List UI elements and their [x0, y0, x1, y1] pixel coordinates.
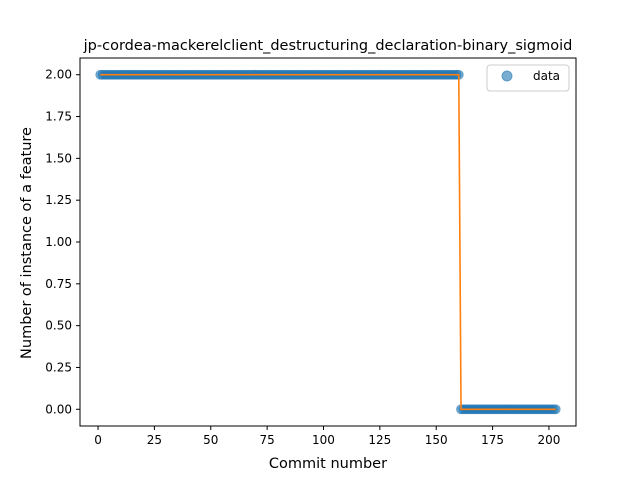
x-tick-label: 0 — [94, 433, 102, 447]
y-axis-label: Number of instance of a feature — [19, 127, 35, 359]
legend: data — [486, 64, 570, 92]
x-tick-label: 50 — [203, 433, 218, 447]
y-tick-label: 1.50 — [45, 151, 72, 165]
x-tick-label: 175 — [481, 433, 504, 447]
x-tick-label: 25 — [147, 433, 162, 447]
x-tick-label: 75 — [259, 433, 274, 447]
x-tick-label: 125 — [368, 433, 391, 447]
x-tick-label: 200 — [537, 433, 560, 447]
legend-marker — [501, 70, 513, 82]
y-tick-label: 1.00 — [45, 235, 72, 249]
fit-line — [100, 73, 556, 411]
y-tick-label: 1.25 — [45, 193, 72, 207]
plot-area: 0 25 50 75 100 125 150 175 200 0.00 0.25 0.50 0.75 1.… — [45, 57, 577, 447]
y-tick-label: 0.75 — [45, 277, 72, 291]
y-tick-label: 0.50 — [45, 319, 72, 333]
legend-entry-data: data — [533, 69, 560, 83]
y-tick-label: 0.00 — [45, 402, 72, 416]
x-tick-label: 150 — [425, 433, 448, 447]
x-tick-label: 100 — [312, 433, 335, 447]
y-tick-label: 1.75 — [45, 110, 72, 124]
y-tick-label: 0.25 — [45, 360, 72, 374]
y-tick-label: 2.00 — [45, 68, 72, 82]
chart-title: jp-cordea-mackerelclient_destructuring_d… — [83, 38, 573, 54]
x-axis-label: Commit number — [269, 456, 387, 472]
